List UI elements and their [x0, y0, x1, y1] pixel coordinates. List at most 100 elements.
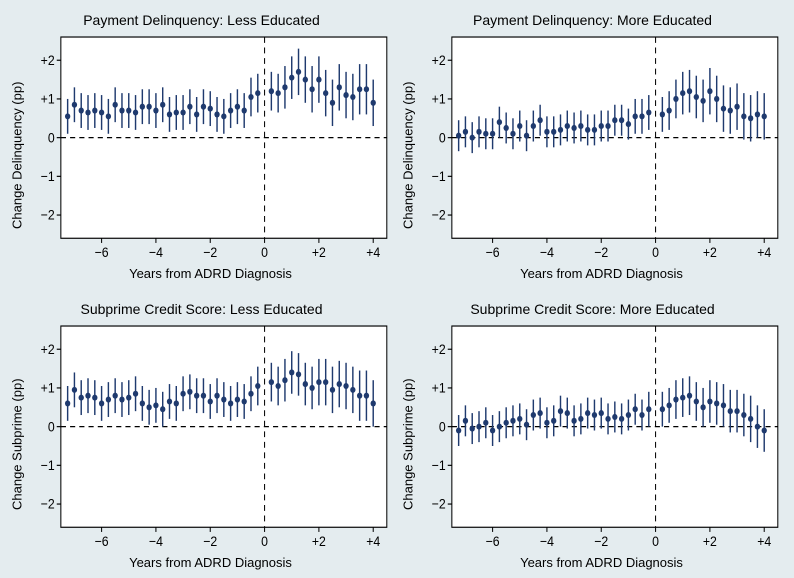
data-point — [167, 398, 172, 404]
plot-svg: −2−10+1+2−6−4−20+2+4 — [417, 319, 786, 553]
data-point — [510, 418, 515, 424]
data-point — [531, 123, 536, 129]
data-point — [605, 416, 610, 422]
y-axis-label: Change Subprime (pp) — [399, 319, 417, 570]
data-point — [612, 117, 617, 123]
data-point — [92, 395, 97, 401]
data-point — [255, 90, 260, 96]
data-point — [510, 131, 515, 137]
plot-svg: −2−10+1+2−6−4−20+2+4 — [26, 30, 395, 264]
data-point — [214, 111, 219, 117]
data-point — [187, 389, 192, 395]
data-point — [728, 108, 733, 114]
panel-title: Subprime Credit Score: More Educated — [470, 301, 714, 317]
data-point — [248, 94, 253, 100]
data-point — [153, 402, 158, 408]
x-tick-label: −6 — [486, 533, 500, 549]
data-point — [309, 86, 314, 92]
y-tick-label: +2 — [41, 341, 55, 357]
data-point — [544, 129, 549, 135]
data-point — [337, 84, 342, 90]
data-point — [242, 398, 247, 404]
y-tick-label: −2 — [432, 207, 446, 223]
data-point — [687, 393, 692, 399]
data-point — [483, 131, 488, 137]
data-point — [65, 113, 70, 119]
x-tick-label: +4 — [366, 533, 380, 549]
data-point — [714, 96, 719, 102]
data-point — [208, 398, 213, 404]
data-point — [741, 113, 746, 119]
data-point — [133, 391, 138, 397]
y-tick-label: −1 — [41, 457, 55, 473]
data-point — [734, 104, 739, 110]
data-point — [551, 129, 556, 135]
data-point — [626, 412, 631, 418]
data-point — [544, 420, 549, 426]
data-point — [119, 108, 124, 114]
plot-svg: −2−10+1+2−6−4−20+2+4 — [417, 30, 786, 264]
data-point — [700, 404, 705, 410]
x-tick-label: −2 — [203, 533, 217, 549]
data-point — [673, 397, 678, 403]
data-point — [517, 123, 522, 129]
data-point — [660, 406, 665, 412]
data-point — [660, 111, 665, 117]
data-point — [585, 127, 590, 133]
data-point — [275, 90, 280, 96]
data-point — [119, 397, 124, 403]
y-tick-label: +1 — [432, 91, 446, 107]
data-point — [174, 109, 179, 115]
data-point — [221, 113, 226, 119]
data-point — [357, 393, 362, 399]
data-point — [323, 379, 328, 385]
data-point — [371, 400, 376, 406]
data-point — [680, 395, 685, 401]
data-point — [323, 90, 328, 96]
data-point — [537, 117, 542, 123]
x-tick-label: 0 — [261, 533, 268, 549]
data-point — [303, 77, 308, 83]
data-point — [721, 106, 726, 112]
data-point — [524, 422, 529, 428]
x-tick-label: −6 — [486, 244, 500, 260]
data-point — [565, 123, 570, 129]
data-point — [666, 108, 671, 114]
data-point — [517, 416, 522, 422]
data-point — [309, 385, 314, 391]
data-point — [578, 416, 583, 422]
data-point — [99, 109, 104, 115]
y-tick-label: −1 — [432, 457, 446, 473]
data-point — [497, 119, 502, 125]
data-point — [578, 123, 583, 129]
x-tick-label: −2 — [594, 533, 608, 549]
data-point — [476, 424, 481, 430]
data-point — [639, 412, 644, 418]
x-tick-label: −4 — [149, 244, 163, 260]
data-point — [92, 108, 97, 114]
x-axis-label: Years from ADRD Diagnosis — [26, 264, 395, 281]
data-point — [214, 393, 219, 399]
data-point — [242, 108, 247, 114]
data-point — [599, 123, 604, 129]
data-point — [646, 406, 651, 412]
data-point — [721, 402, 726, 408]
x-axis-label: Years from ADRD Diagnosis — [26, 553, 395, 570]
data-point — [167, 111, 172, 117]
y-tick-label: 0 — [439, 130, 446, 146]
data-point — [133, 109, 138, 115]
data-point — [235, 397, 240, 403]
data-point — [748, 416, 753, 422]
data-point — [483, 420, 488, 426]
data-point — [585, 410, 590, 416]
data-point — [79, 108, 84, 114]
data-point — [180, 391, 185, 397]
plot-svg: −2−10+1+2−6−4−20+2+4 — [26, 319, 395, 553]
y-tick-label: −2 — [41, 207, 55, 223]
data-point — [558, 127, 563, 133]
data-point — [160, 406, 165, 412]
data-point — [565, 410, 570, 416]
x-tick-label: −6 — [95, 533, 109, 549]
y-tick-label: 0 — [48, 419, 55, 435]
data-point — [113, 393, 118, 399]
